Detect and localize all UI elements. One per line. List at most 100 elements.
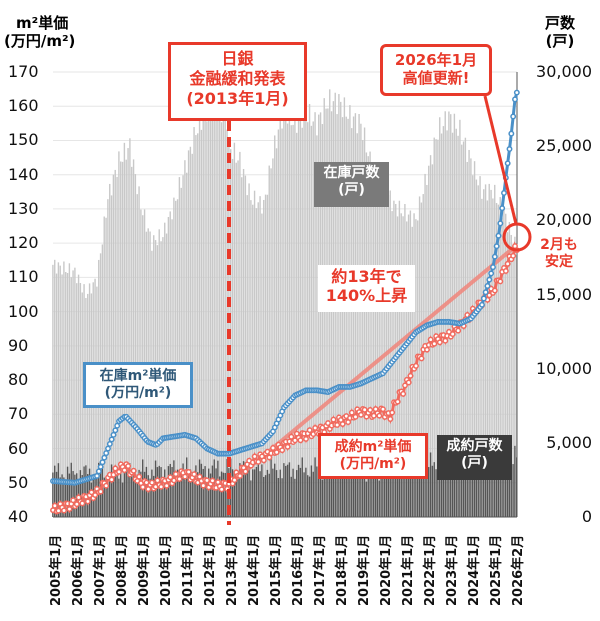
contract-price-point	[367, 407, 374, 413]
contract-count-bar	[171, 467, 173, 517]
inventory-count-bar	[120, 161, 122, 517]
contract-count-bar	[492, 456, 494, 517]
contract-count-bar	[341, 460, 344, 517]
contract-price-point	[209, 477, 216, 484]
contract-count-bar	[327, 462, 329, 517]
contract-price-point	[125, 463, 132, 470]
contract-price-point	[154, 477, 161, 484]
contract-count-bar	[497, 462, 500, 517]
contract-count-bar	[310, 465, 313, 517]
contract-count-bar	[281, 478, 283, 517]
contract-count-bar	[450, 477, 452, 517]
contract-price-point	[502, 267, 509, 274]
inventory-count-bar	[200, 129, 203, 518]
contract-count-bar	[180, 473, 182, 517]
inventory-count-bar	[52, 264, 54, 517]
contract-count-bar	[255, 467, 258, 517]
contract-count-bar	[114, 465, 116, 517]
contract-count-bar	[107, 474, 109, 517]
contract-count-bar	[468, 473, 470, 517]
inventory-count-bar	[70, 277, 72, 517]
inventory-price-point	[95, 468, 102, 475]
contract-count-bar	[484, 466, 487, 517]
contract-count-bar	[329, 461, 331, 517]
inventory-price-point	[493, 243, 500, 250]
inventory-count-bar	[209, 108, 212, 517]
inventory-count-bar	[367, 156, 369, 518]
contract-count-bar	[165, 478, 168, 517]
contract-count-bar	[204, 466, 206, 517]
contract-price-point	[185, 468, 192, 475]
inventory-count-bar	[378, 169, 380, 517]
inventory-count-bar	[347, 118, 349, 518]
contract-price-point	[405, 379, 412, 386]
x-tick-label: 2022年1月	[423, 534, 438, 606]
inventory-count-bar	[264, 194, 267, 517]
contract-count-bar	[462, 474, 465, 517]
contract-price-point	[204, 477, 210, 484]
inventory-count-bar	[66, 273, 69, 517]
contract-count-bar	[321, 479, 324, 517]
contract-count-bar	[347, 472, 349, 517]
inventory-count-bar	[409, 210, 412, 517]
inventory-price-point	[114, 422, 121, 429]
contract-count-bar	[118, 478, 120, 517]
contract-count-bar	[187, 470, 190, 517]
inventory-count-bar	[206, 121, 208, 518]
contract-count-bar	[378, 480, 380, 517]
contract-count-bar	[211, 465, 214, 517]
contract-count-bar	[264, 475, 267, 517]
inventory-count-bar	[275, 148, 278, 517]
contract-count-bar	[494, 473, 496, 517]
inventory-count-bar	[244, 175, 247, 517]
contract-count-bar	[472, 468, 474, 517]
inventory-count-bar	[356, 133, 358, 517]
contract-price-point	[273, 449, 280, 456]
left-tick-label: 80	[8, 370, 29, 390]
inventory-count-bar	[461, 144, 463, 517]
inventory-price-point	[501, 189, 507, 196]
contract-count-bar	[444, 462, 446, 517]
inventory-count-bar	[450, 114, 452, 517]
contract-count-bar	[261, 464, 263, 517]
inventory-count-bar	[186, 172, 188, 517]
contract-count-bar	[338, 474, 340, 517]
contract-count-bar	[222, 472, 225, 517]
inventory-count-bar	[297, 116, 300, 517]
inventory-count-bar	[352, 116, 355, 518]
inventory-price-point	[497, 220, 504, 227]
contract-count-bar	[233, 473, 236, 517]
contract-price-point	[79, 500, 86, 507]
contract-count-bar	[99, 472, 102, 517]
inventory-price-point	[491, 253, 498, 260]
contract-count-bar	[129, 463, 131, 517]
contract-count-bar	[127, 467, 129, 517]
inventory-count-bar	[341, 117, 344, 518]
contract-price-point	[103, 482, 110, 489]
contract-count-bar	[121, 482, 124, 517]
contract-count-bar	[292, 468, 294, 517]
contract-price-point	[418, 355, 425, 362]
contract-count-bar	[253, 469, 256, 517]
contract-count-bar	[433, 462, 435, 517]
inventory-count-bar	[224, 105, 226, 517]
inventory-count-bar	[503, 210, 505, 517]
contract-count-bar	[145, 466, 148, 517]
contract-price-point	[312, 424, 319, 431]
contract-count-bar	[66, 466, 69, 517]
contract-count-bar	[162, 479, 164, 517]
inventory-price-point	[99, 459, 106, 466]
left-tick-label: 100	[8, 301, 39, 321]
inventory-count-bar	[501, 217, 503, 517]
contract-price-point	[136, 473, 143, 480]
inventory-count-bar	[79, 282, 82, 517]
contract-price-point	[260, 457, 267, 464]
left-axis-title: m²単価 (万円/m²)	[4, 14, 76, 50]
feb-stable-annotation: 2月も 安定	[540, 237, 578, 270]
contract-count-bar	[448, 462, 450, 517]
inventory-count-bar	[266, 194, 269, 517]
inventory-count-bar	[510, 234, 512, 518]
inventory-count-bar	[417, 220, 419, 517]
contract-count-bar	[439, 464, 441, 517]
contract-count-bar	[345, 458, 347, 517]
